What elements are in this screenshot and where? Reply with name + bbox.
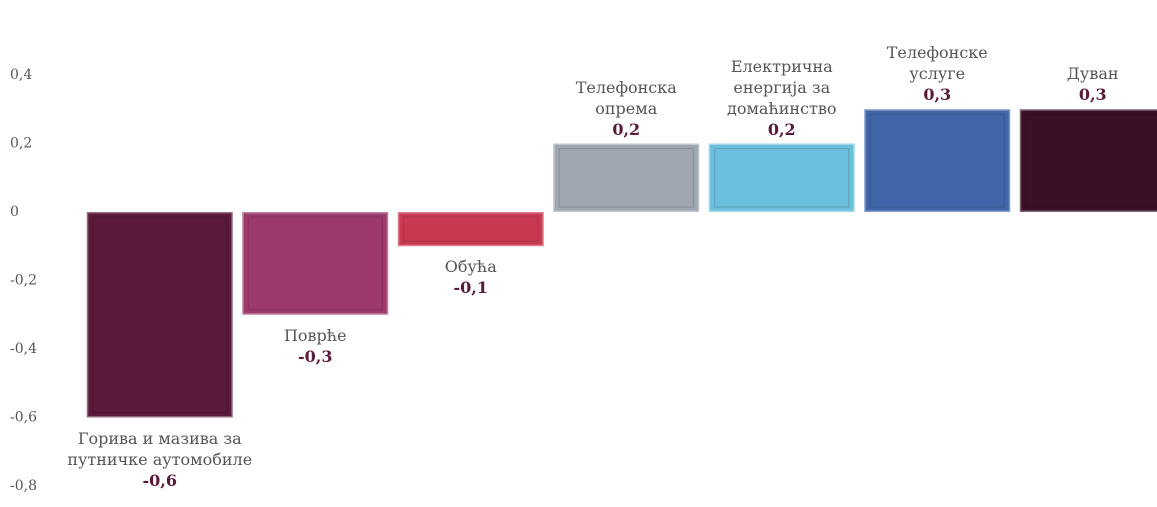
category-label: Електрична енергија за домаћинство (726, 56, 837, 118)
bar (707, 142, 857, 214)
bar-label: Обућа -0,1 (406, 256, 536, 298)
bar-label: Дуван 0,3 (1028, 63, 1157, 105)
bar-bevel (403, 216, 539, 242)
value-label: 0,2 (767, 119, 796, 139)
value-label: 0,3 (1078, 85, 1107, 105)
y-tick-label: -0,2 (10, 273, 37, 289)
bar-bevel (869, 113, 1005, 208)
bar (85, 210, 235, 419)
y-tick-label: 0,4 (10, 67, 32, 83)
category-label: Телефонска опрема (575, 77, 677, 118)
category-label: Обућа (444, 257, 497, 277)
bar-label: Електрична енергија за домаћинство 0,2 (712, 56, 852, 140)
bar (396, 210, 546, 248)
value-label: 0,2 (612, 119, 641, 139)
bar-bevel (92, 216, 228, 413)
bar (551, 142, 701, 214)
y-tick-label: -0,8 (10, 478, 37, 494)
category-label: Горива и мазива за путничке аутомобиле (67, 428, 253, 469)
bar-bevel (714, 148, 850, 208)
bar-label: Телефонске услуге 0,3 (872, 42, 1002, 105)
y-tick-label: 0,2 (10, 136, 32, 152)
y-tick-label: -0,6 (10, 410, 37, 426)
category-label: Дуван (1066, 64, 1119, 84)
value-label: -0,1 (453, 278, 488, 298)
bar-bevel (247, 216, 383, 311)
category-label: Телефонске услуге (886, 43, 988, 84)
value-label: -0,3 (298, 346, 333, 366)
bar-label: Телефонска опрема 0,2 (556, 77, 696, 140)
bar-bevel (1025, 113, 1157, 208)
bar (1018, 107, 1157, 214)
bar-label: Поврће -0,3 (250, 325, 380, 367)
bar (862, 107, 1012, 214)
category-label: Поврће (283, 325, 347, 345)
y-tick-label: 0 (10, 204, 19, 220)
bar-bevel (558, 148, 694, 208)
y-tick-label: -0,4 (10, 341, 37, 357)
value-label: -0,6 (142, 470, 177, 490)
bar-label: Горива и мазива за путничке аутомобиле -0… (52, 428, 267, 491)
value-label: 0,3 (923, 85, 952, 105)
bar (240, 210, 390, 317)
